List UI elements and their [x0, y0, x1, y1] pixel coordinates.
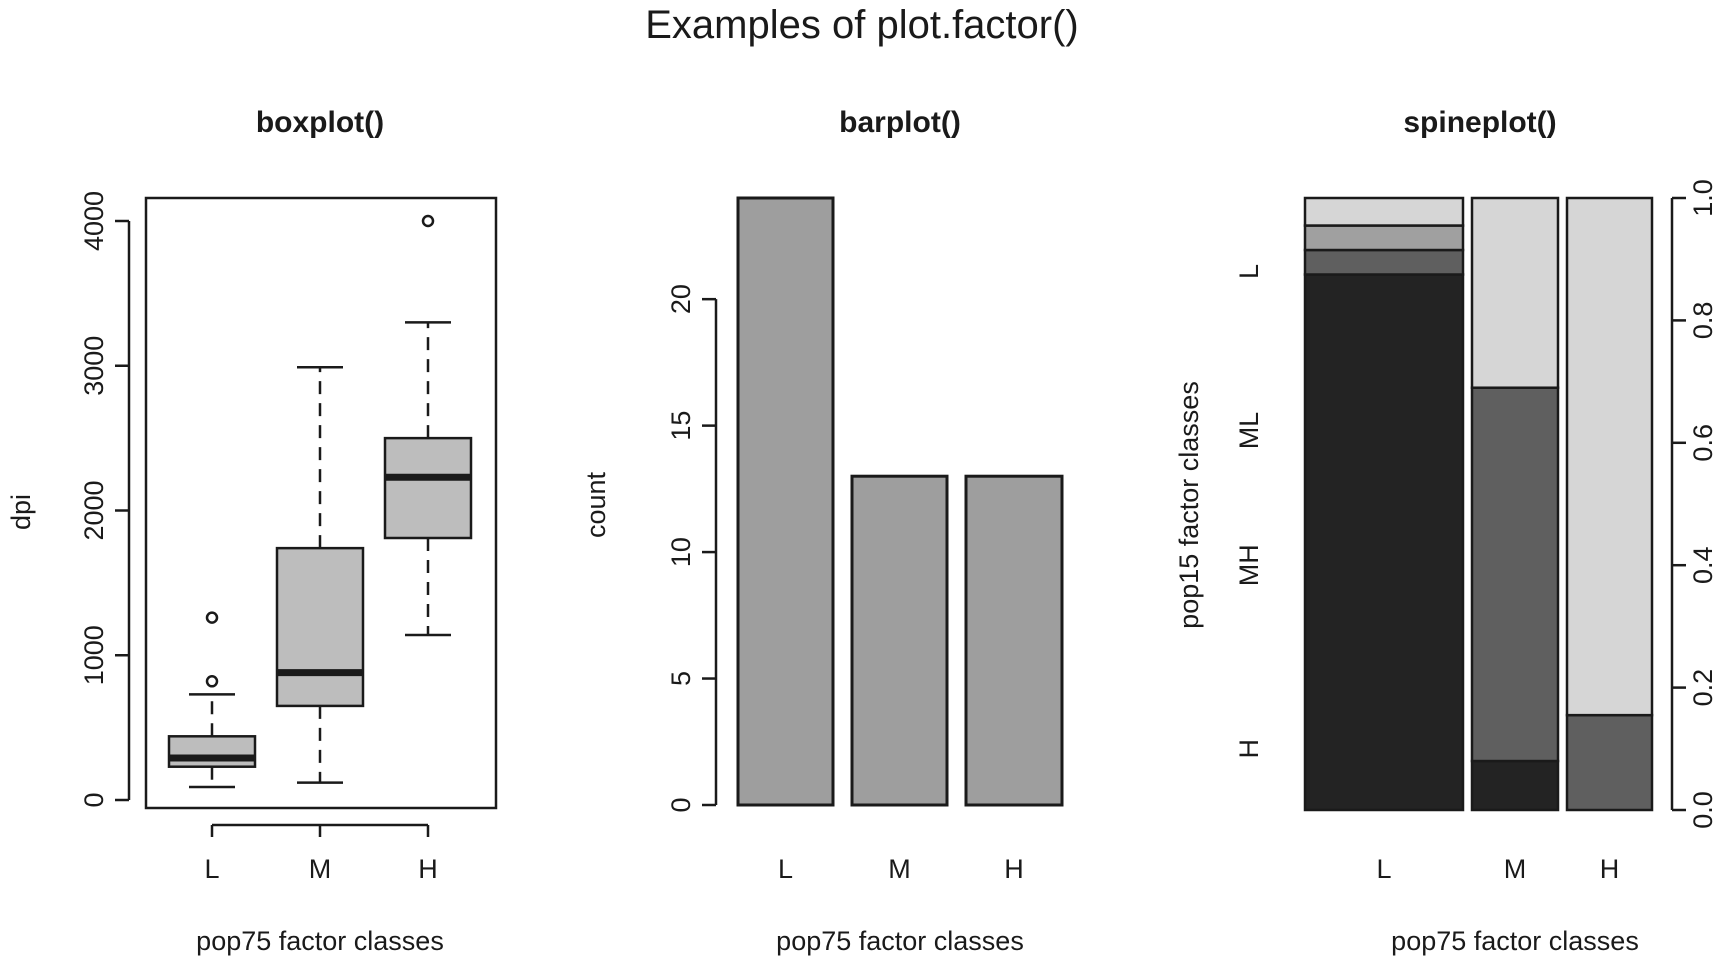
boxplot-xlabel: pop75 factor classes — [196, 926, 444, 956]
barplot-panel: barplot() pop75 factor classes count L M H… — [581, 106, 1064, 956]
boxplot-frame — [144, 196, 498, 810]
barplot-x-category-label: H — [1004, 854, 1024, 884]
boxplot-x-tick-label: H — [418, 854, 438, 884]
barplot-marks: L M H 0 5 10 15 20 — [666, 196, 1064, 884]
spineplot-y-category-label: L — [1234, 264, 1264, 279]
barplot-y-tick-label: 15 — [666, 411, 696, 441]
spineplot-y-category-label: H — [1234, 739, 1264, 759]
boxplot-y-tick-label: 1000 — [79, 625, 109, 685]
bar — [850, 474, 949, 807]
spineplot-x-category-label: L — [1376, 854, 1391, 884]
spineplot-right-tick-label: 0.6 — [1688, 424, 1718, 462]
spine-segment — [1470, 759, 1560, 812]
spineplot-right-tick-label: 0.0 — [1688, 791, 1718, 829]
barplot-y-tick-label: 0 — [666, 797, 696, 812]
spineplot-y-category-label: MH — [1234, 544, 1264, 586]
spineplot-title: spineplot() — [1403, 106, 1556, 139]
spine-segment — [1303, 248, 1465, 276]
spineplot-right-tick-label: 1.0 — [1688, 179, 1718, 217]
boxplot-ylabel: dpi — [6, 494, 36, 530]
spine-segment — [1565, 196, 1654, 717]
boxplot-x-tick-label: L — [204, 854, 219, 884]
barplot-ylabel: count — [581, 471, 611, 538]
spine-segment — [1470, 386, 1560, 763]
box-iqr — [275, 546, 365, 708]
boxplot-panel: boxplot() pop75 factor classes dpi 0 1000… — [6, 106, 498, 956]
spineplot-x-category-label: M — [1504, 854, 1527, 884]
bar — [736, 196, 835, 807]
barplot-x-category-label: M — [888, 854, 911, 884]
box-outlier — [205, 611, 219, 624]
boxplot-marks: 0 1000 2000 3000 4000 L M H — [79, 191, 473, 884]
bar — [964, 474, 1064, 807]
barplot-y-tick-label: 10 — [666, 537, 696, 567]
spine-segment — [1303, 196, 1465, 227]
spine-segment — [1470, 196, 1560, 389]
boxplot-y-tick-label: 0 — [79, 792, 109, 807]
barplot-y-tick-label: 5 — [666, 671, 696, 686]
figure-title: Examples of plot.factor() — [645, 3, 1079, 47]
barplot-title: barplot() — [839, 106, 961, 139]
box-iqr — [383, 436, 473, 540]
barplot-y-tick-label: 20 — [666, 284, 696, 314]
boxplot-y-tick-label: 3000 — [79, 336, 109, 396]
boxplot-title: boxplot() — [256, 106, 384, 139]
spineplot-right-tick-label: 0.4 — [1688, 546, 1718, 584]
box-iqr — [167, 735, 257, 768]
spine-segment — [1303, 224, 1465, 252]
spineplot-xlabel: pop75 factor classes — [1391, 926, 1639, 956]
boxplot-x-tick-label: M — [309, 854, 332, 884]
spineplot-right-tick-label: 0.8 — [1688, 302, 1718, 340]
spineplot-ylabel: pop15 factor classes — [1174, 381, 1204, 629]
box-outlier — [205, 675, 219, 688]
box-outlier — [421, 214, 435, 228]
spineplot-x-category-label: H — [1600, 854, 1620, 884]
barplot-xlabel: pop75 factor classes — [776, 926, 1024, 956]
boxplot-y-tick-label: 4000 — [79, 191, 109, 251]
spineplot-panel: spineplot() pop75 factor classes pop15 f… — [1174, 106, 1718, 956]
barplot-x-category-label: L — [778, 854, 793, 884]
spine-segment — [1303, 273, 1465, 812]
spineplot-right-tick-label: 0.2 — [1688, 669, 1718, 707]
boxplot-y-tick-label: 2000 — [79, 480, 109, 540]
spine-segment — [1565, 713, 1654, 812]
spineplot-y-category-label: ML — [1234, 412, 1264, 450]
